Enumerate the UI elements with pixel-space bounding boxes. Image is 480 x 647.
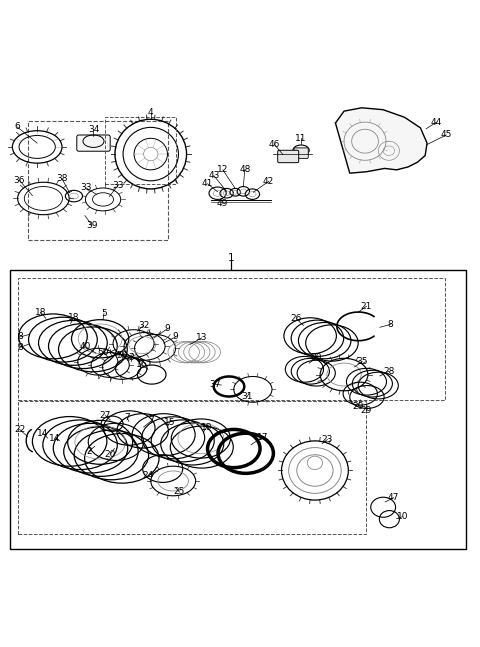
Text: 9: 9 [173,333,179,342]
Text: 23: 23 [322,435,333,444]
Text: 41: 41 [202,179,213,188]
Text: 16: 16 [136,360,147,369]
Text: 47: 47 [388,493,399,502]
Text: 29: 29 [361,406,372,415]
Text: 28: 28 [383,367,395,376]
Polygon shape [336,108,427,173]
Text: 14: 14 [37,429,48,438]
Text: 7: 7 [148,417,154,425]
Text: 42: 42 [263,177,274,186]
Text: 31: 31 [241,392,253,401]
FancyBboxPatch shape [77,135,110,151]
Text: 19: 19 [201,423,212,432]
Text: 9: 9 [165,324,170,333]
Text: 20: 20 [105,450,116,459]
Text: 49: 49 [216,199,228,208]
Text: 50: 50 [97,347,109,356]
Text: 25: 25 [174,487,185,496]
Text: 6: 6 [14,122,20,131]
Text: 18: 18 [35,307,46,316]
Text: 11: 11 [295,134,307,143]
Text: 38: 38 [56,175,68,183]
Text: 46: 46 [269,140,280,149]
Text: 26: 26 [290,314,302,324]
Text: 7: 7 [124,413,130,422]
Text: 21: 21 [361,302,372,311]
Text: 29: 29 [353,402,364,411]
Text: 8: 8 [18,333,24,342]
Text: 37: 37 [209,380,220,389]
Text: 13: 13 [196,333,207,342]
Text: 4: 4 [148,108,154,117]
Text: 30: 30 [311,353,322,362]
Text: 44: 44 [431,118,442,127]
Text: 33: 33 [112,181,124,190]
Text: 45: 45 [441,131,452,140]
Text: 2: 2 [86,447,92,456]
Text: 39: 39 [86,221,98,230]
Text: 14: 14 [49,435,60,443]
Text: 3: 3 [128,353,134,362]
Text: 22: 22 [14,425,25,434]
Text: 5: 5 [101,309,107,318]
Text: 1: 1 [228,252,235,263]
Text: 24: 24 [143,471,154,480]
Text: 48: 48 [239,166,251,174]
Text: 12: 12 [217,166,228,174]
Text: 32: 32 [138,321,149,330]
Text: 17: 17 [257,433,269,442]
Text: 40: 40 [79,342,91,351]
Text: 8: 8 [18,343,24,352]
Text: 10: 10 [396,512,408,521]
Text: 15: 15 [164,418,175,427]
Text: 34: 34 [88,126,99,134]
Text: 36: 36 [14,176,25,185]
Text: 35: 35 [357,357,368,366]
Text: 50: 50 [116,351,127,360]
FancyBboxPatch shape [294,148,308,159]
Text: 27: 27 [100,411,111,420]
FancyBboxPatch shape [278,150,299,162]
Text: 18: 18 [68,313,80,322]
Text: 8: 8 [387,320,393,329]
Text: 43: 43 [208,171,219,180]
Text: 33: 33 [81,184,92,192]
